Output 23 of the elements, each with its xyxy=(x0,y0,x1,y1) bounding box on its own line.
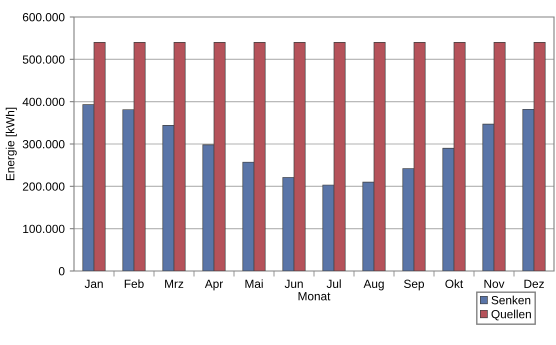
x-tick-label: Mai xyxy=(245,279,263,288)
y-tick-label: 100.000 xyxy=(23,224,65,234)
x-tick-label: Okt xyxy=(445,279,464,288)
y-tick-label: 600.000 xyxy=(22,13,65,22)
legend-label: Quellen xyxy=(492,310,531,320)
x-tick-label: Mrz xyxy=(165,280,184,288)
y-tick-label: 500.000 xyxy=(22,55,65,64)
x-tick-label: Feb xyxy=(124,279,144,288)
y-tick-label: 400.000 xyxy=(22,98,65,106)
x-axis-title: Monat xyxy=(298,292,330,300)
x-tick-label: Jul xyxy=(326,279,341,288)
y-tick-label: 0 xyxy=(58,267,65,276)
x-tick-label: Dez xyxy=(524,280,544,288)
y-axis-title: Energie [kWh] xyxy=(6,108,17,180)
x-tick-label: Jan xyxy=(84,280,103,288)
x-tick-label: Sep xyxy=(404,280,424,290)
y-tick-label: 300.000 xyxy=(22,140,65,148)
x-tick-label: Apr xyxy=(204,280,223,290)
y-tick-label: 200.000 xyxy=(22,182,65,191)
x-tick-label: Jun xyxy=(284,280,303,288)
legend-label: Senken xyxy=(492,296,530,304)
x-tick-label: Aug xyxy=(364,280,384,290)
x-tick-label: Nov xyxy=(484,280,504,288)
